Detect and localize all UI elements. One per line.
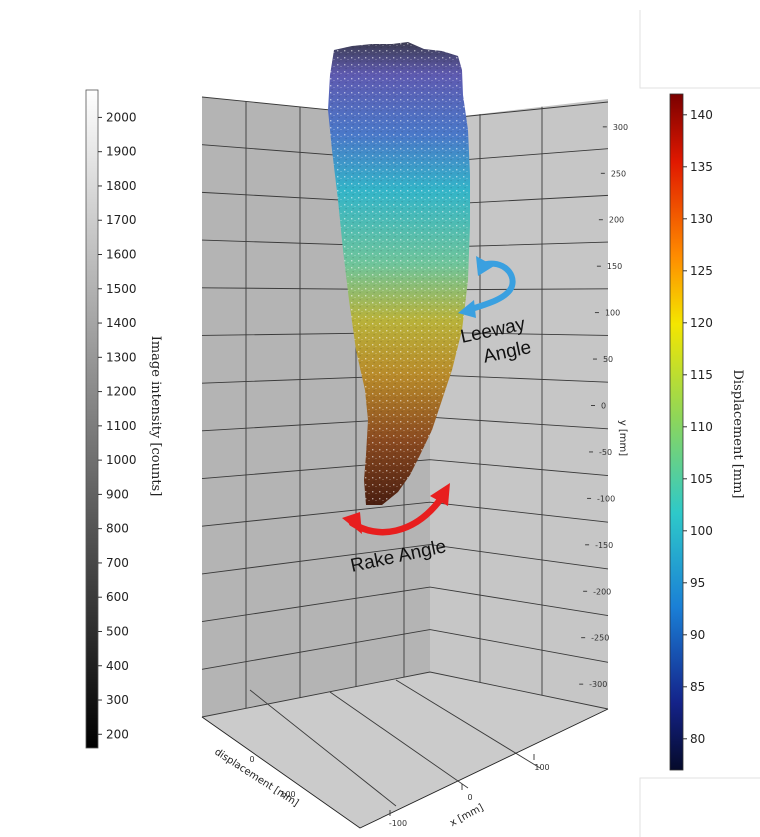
colorbar-tick-label: 800 [106, 522, 129, 536]
floor [202, 672, 608, 828]
colorbar-tick-label: 1500 [106, 282, 137, 296]
y-tick-label: 50 [603, 355, 613, 364]
y-tick-label: 100 [605, 309, 620, 318]
y-tick-label: -300 [589, 680, 607, 689]
x-axis-label: x [mm] [448, 802, 485, 829]
x-axis-ticks: -100 0 100 [389, 754, 550, 828]
y-axis-ticks: 300 250 200 150 100 50 0 -50 -100 -150 -200 -250 -30… [579, 123, 628, 689]
y-tick-label: 200 [609, 216, 624, 225]
colorbar-tick-label: 135 [690, 160, 713, 174]
colorbar-tick-label: 100 [690, 524, 713, 538]
colorbar-tick-label: 110 [690, 420, 713, 434]
y-tick-label: -100 [597, 494, 615, 503]
blade-surface [328, 42, 470, 505]
y-tick-label: -250 [591, 634, 609, 643]
colorbar-tick-label: 2000 [106, 110, 137, 124]
colorbar-tick-label: 80 [690, 732, 705, 746]
colorbar-tick-label: 1800 [106, 179, 137, 193]
y-tick-label: 150 [607, 262, 622, 271]
y-tick-label: 300 [613, 123, 628, 132]
colorbar-tick-label: 125 [690, 264, 713, 278]
colorbar-tick-label: 700 [106, 556, 129, 570]
colorbar-displacement-label: Displacement [mm] [730, 369, 745, 498]
colorbar-intensity-label: Image intensity [counts] [148, 336, 163, 497]
colorbar-tick-label: 300 [106, 693, 129, 707]
y-tick-label: -150 [595, 541, 613, 550]
colorbar-tick-label: 85 [690, 680, 705, 694]
colorbar-tick-label: 105 [690, 472, 713, 486]
displacement-tick-label: 100 [280, 790, 295, 799]
colorbar-tick-label: 600 [106, 590, 129, 604]
colorbar-tick-label: 1100 [106, 419, 137, 433]
colorbar-tick-label: 1200 [106, 385, 137, 399]
rake-arrow [342, 483, 450, 536]
displacement-axis-ticks: 0 100 [249, 755, 295, 799]
y-tick-label: -200 [593, 587, 611, 596]
colorbar-displacement: 140 135 130 125 120 115 110 105 100 95 90 85 80 Disp… [669, 93, 745, 771]
colorbar-tick-label: 1000 [106, 453, 137, 467]
colorbar-tick-label: 200 [106, 727, 129, 741]
x-tick-label: 0 [467, 793, 472, 802]
y-tick-label: 0 [601, 402, 606, 411]
colorbar-tick-label: 120 [690, 316, 713, 330]
y-tick-label: 250 [611, 169, 626, 178]
colorbar-tick-label: 1400 [106, 316, 137, 330]
colorbar-tick-label: 140 [690, 108, 713, 122]
x-tick-label: 100 [534, 763, 549, 772]
y-axis-label: y [mm] [617, 420, 628, 456]
colorbar-tick-label: 1900 [106, 145, 137, 159]
colorbar-tick-label: 500 [106, 624, 129, 638]
colorbar-tick-label: 400 [106, 659, 129, 673]
colorbar-intensity: 2000 1900 1800 1700 1600 1500 1400 1300 1200 1100… [85, 89, 163, 749]
colorbar-tick-label: 95 [690, 576, 705, 590]
colorbar-tick-label: 90 [690, 628, 705, 642]
displacement-tick-label: 0 [249, 755, 254, 764]
colorbar-tick-label: 130 [690, 212, 713, 226]
side-wall [430, 99, 608, 709]
colorbar-tick-label: 115 [690, 368, 713, 382]
leeway-arrow [458, 256, 516, 318]
colorbar-tick-label: 1600 [106, 248, 137, 262]
colorbar-tick-label: 1700 [106, 213, 137, 227]
y-tick-label: -50 [599, 448, 612, 457]
x-tick-label: -100 [389, 819, 407, 828]
colorbar-tick-label: 1300 [106, 350, 137, 364]
colorbar-tick-label: 900 [106, 487, 129, 501]
